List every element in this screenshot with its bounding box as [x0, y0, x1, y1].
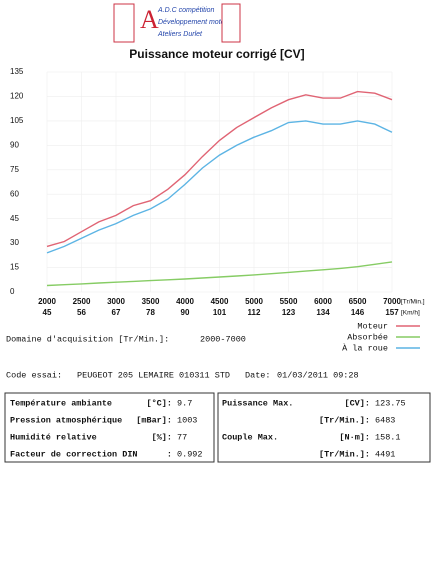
x-tick-label: 5500 — [280, 297, 298, 306]
acquisition-value: 2000-7000 — [200, 334, 246, 344]
legend-label: À la roue — [342, 342, 388, 353]
info-label: Humidité relative — [10, 432, 97, 442]
speed-label: 56 — [77, 308, 86, 317]
speed-unit: [Km/h] — [401, 310, 420, 317]
info-value: 4491 — [375, 449, 395, 459]
info-label: Température ambiante — [10, 398, 112, 408]
info-value: 123.75 — [375, 398, 406, 408]
info-unit: [CV]: — [344, 398, 370, 408]
speed-label: 123 — [282, 308, 296, 317]
speed-label: 146 — [351, 308, 365, 317]
series-line — [46, 120, 393, 254]
speed-label: 90 — [181, 308, 190, 317]
x-tick-label: 3000 — [107, 297, 125, 306]
x-tick-label: 5000 — [245, 297, 263, 306]
info-unit: [Tr/Min.]: — [319, 415, 370, 425]
y-tick-label: 120 — [10, 92, 24, 101]
y-tick-label: 15 — [10, 263, 19, 272]
info-label: Couple Max. — [222, 432, 278, 442]
logo-letter: A — [140, 5, 159, 34]
info-unit: [N·m]: — [339, 432, 370, 442]
speed-label: 157 — [385, 308, 399, 317]
y-tick-label: 75 — [10, 165, 19, 174]
y-tick-label: 105 — [10, 116, 24, 125]
speed-label: 101 — [213, 308, 227, 317]
x-tick-label: 4000 — [176, 297, 194, 306]
info-value: 1003 — [177, 415, 197, 425]
y-tick-label: 60 — [10, 189, 19, 198]
info-unit: [Tr/Min.]: — [319, 449, 370, 459]
x-tick-label: 4500 — [211, 297, 229, 306]
series-line — [46, 90, 393, 248]
info-value: 0.992 — [177, 449, 203, 459]
date-label: Date: — [245, 370, 271, 380]
speed-label: 45 — [43, 308, 52, 317]
chart-title: Puissance moteur corrigé [CV] — [129, 47, 304, 61]
x-tick-label: 7000 — [383, 297, 401, 306]
logo-line: Ateliers Durlet — [157, 31, 203, 38]
y-tick-label: 30 — [10, 238, 19, 247]
y-tick-label: 135 — [10, 67, 24, 76]
logo-line: Développement moteur — [158, 19, 231, 26]
x-tick-label: 6000 — [314, 297, 332, 306]
conditions-box — [4, 392, 215, 463]
x-unit: [Tr/Min.] — [401, 299, 425, 306]
x-tick-label: 6500 — [349, 297, 367, 306]
info-value: 9.7 — [177, 398, 192, 408]
x-tick-label: 2000 — [38, 297, 56, 306]
speed-label: 134 — [316, 308, 330, 317]
speed-label: 67 — [112, 308, 121, 317]
info-value: 6483 — [375, 415, 395, 425]
test-label: Code essai: — [6, 370, 62, 380]
test-value: PEUGEOT 205 LEMAIRE 010311 STD — [77, 370, 230, 380]
results-box — [217, 392, 431, 463]
y-tick-label: 0 — [10, 287, 15, 296]
y-tick-label: 90 — [10, 140, 19, 149]
legend-label: Absorbée — [347, 332, 388, 342]
x-tick-label: 2500 — [73, 297, 91, 306]
series-line — [46, 261, 393, 287]
logo-line: A.D.C compétition — [157, 7, 215, 14]
x-tick-label: 3500 — [142, 297, 160, 306]
date-value: 01/03/2011 09:28 — [277, 370, 359, 380]
info-unit: [mBar]: — [136, 415, 172, 425]
info-label: Facteur de correction DIN — [10, 449, 138, 459]
info-label: Pression atmosphérique — [10, 415, 122, 425]
speed-label: 78 — [146, 308, 155, 317]
info-value: 77 — [177, 432, 187, 442]
info-unit: [°C]: — [146, 398, 172, 408]
info-value: 158.1 — [375, 432, 401, 442]
speed-label: 112 — [248, 308, 261, 317]
acquisition-label: Domaine d'acquisition [Tr/Min.]: — [6, 334, 169, 344]
logo-icon — [113, 3, 135, 43]
y-tick-label: 45 — [10, 214, 19, 223]
info-unit: [%]: — [152, 432, 172, 442]
logo-graph — [221, 3, 241, 43]
info-label: Puissance Max. — [222, 398, 293, 408]
info-unit: : — [167, 449, 172, 459]
legend-label: Moteur — [357, 321, 388, 331]
